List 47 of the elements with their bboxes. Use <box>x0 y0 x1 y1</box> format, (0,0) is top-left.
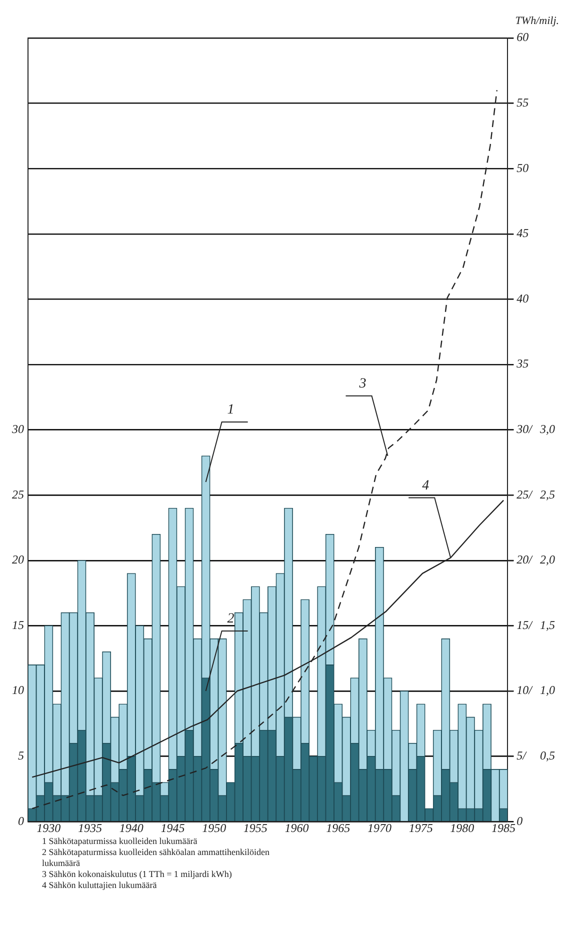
y-tick-label: 10 <box>12 683 24 698</box>
text: 3 Sähkön kokonaiskulutus (1 TTh = 1 miljardi kWh) <box>42 869 233 880</box>
x-tick-label: 1980 <box>450 820 474 835</box>
y3-tick-label: 3,0 <box>539 422 555 436</box>
x-tick-label: 1965 <box>326 820 350 835</box>
text: 2 Sähkötapaturmissa kuolleiden sähköalan ammattihenkilöiden lukumäärä <box>42 847 270 869</box>
y2-tick-label: 50 <box>516 160 529 175</box>
y3-tick-label: 2,5 <box>540 487 555 502</box>
y2-tick-label: 55 <box>516 95 529 110</box>
annotation: 4 <box>422 478 430 494</box>
x-tick-label: 1930 <box>36 820 61 835</box>
text: 4 Sähkön kuluttajien lukumäärä <box>42 880 158 891</box>
y3-tick-label: 2,0 <box>540 552 555 567</box>
y2-tick-label: 30/ <box>516 422 534 436</box>
x-tick-label: 1950 <box>202 820 226 835</box>
y-tick-label: 15 <box>12 618 24 632</box>
x-tick-label: 1975 <box>408 820 433 835</box>
y-tick-label: 0 <box>18 814 24 828</box>
y-tick-label: 30 <box>11 422 24 436</box>
y2-tick-label: 60 <box>516 30 529 44</box>
y2-tick-label: 10/ <box>516 683 534 698</box>
y2-tick-label: 25/ <box>516 487 534 502</box>
y2-tick-label: 20/ <box>516 552 534 567</box>
y3-tick-label: 1,0 <box>540 683 555 698</box>
y2-tick-label: 5/ <box>516 748 528 762</box>
x-tick-label: 1960 <box>284 820 309 835</box>
y-tick-label: 25 <box>12 487 24 502</box>
annotation: 3 <box>358 376 366 392</box>
y2-tick-label: 45 <box>516 226 529 240</box>
x-tick-label: 1985 <box>492 820 516 835</box>
x-tick-label: 1940 <box>119 820 144 835</box>
y2-tick-label: 35 <box>516 356 529 371</box>
y3-tick-label: 0,5 <box>540 748 555 762</box>
annotation: 1 <box>227 402 234 418</box>
x-tick-label: 1945 <box>160 820 185 835</box>
x-tick-label: 1935 <box>78 820 102 835</box>
x-tick-label: 1970 <box>367 820 392 835</box>
y2-tick-label: 40 <box>516 291 529 306</box>
x-tick-label: 1955 <box>243 820 268 835</box>
y-tick-label: 20 <box>12 552 24 567</box>
text: 1 Sähkötapaturmissa kuolleiden lukumäärä <box>42 836 198 847</box>
y2-axis-title: TWh/milj. <box>515 15 559 27</box>
y-tick-label: 5 <box>18 748 24 762</box>
y2-tick-label: 15/ <box>516 618 534 632</box>
y2-tick-label: 0 <box>516 814 523 828</box>
annotation: 2 <box>227 612 234 627</box>
y3-tick-label: 1,5 <box>540 618 555 632</box>
